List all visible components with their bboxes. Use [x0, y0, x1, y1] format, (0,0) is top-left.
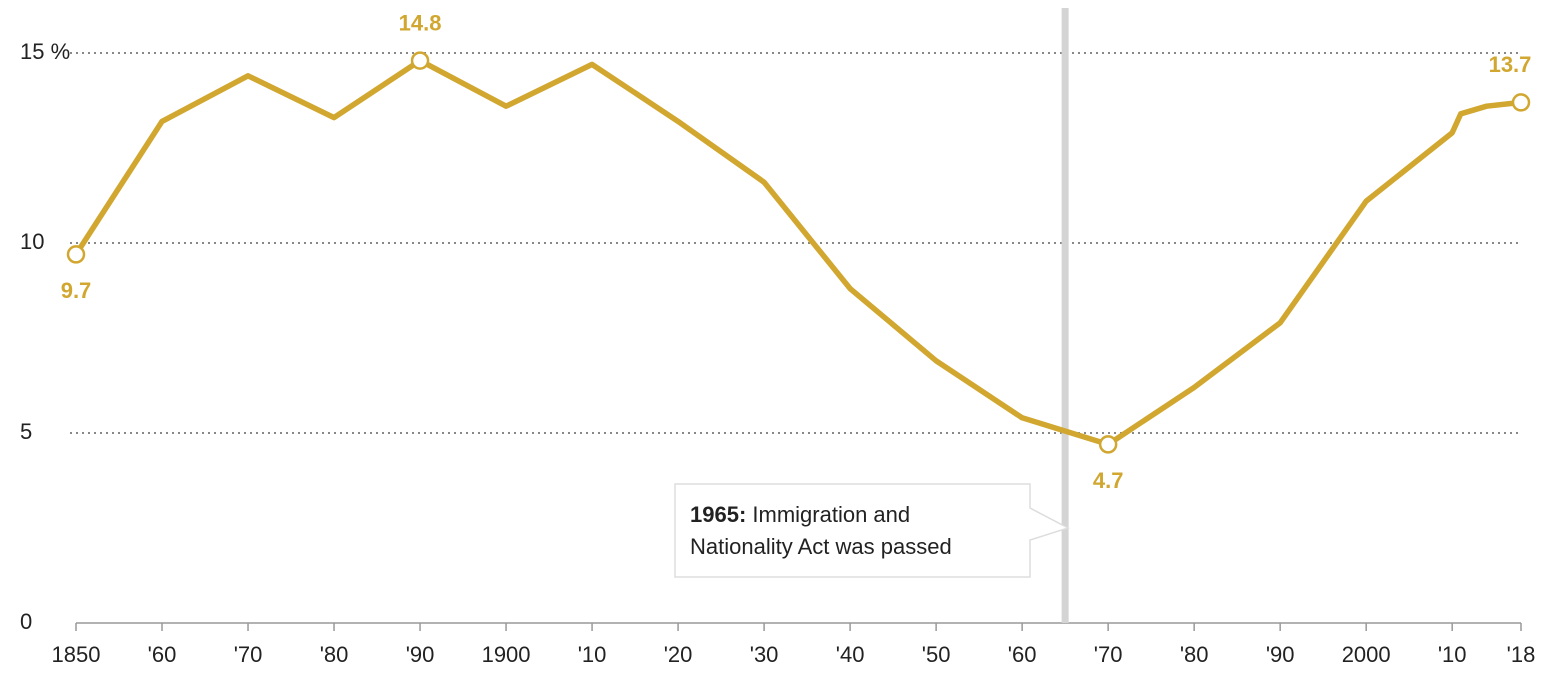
y-tick-label: 10 [20, 229, 44, 254]
data-label: 13.7 [1489, 52, 1532, 77]
point-marker [410, 51, 430, 70]
point-marker [1098, 435, 1118, 454]
x-tick-label: 1900 [482, 642, 531, 667]
y-tick-label: 0 [20, 609, 32, 634]
x-tick-label: '40 [836, 642, 865, 667]
series-line [73, 57, 1522, 448]
x-tick-label: '10 [578, 642, 607, 667]
y-tick-label: 15 % [20, 39, 70, 64]
x-tick-label: '80 [320, 642, 349, 667]
x-tick-label: '50 [922, 642, 951, 667]
x-tick-label: '90 [1266, 642, 1295, 667]
point-marker [66, 245, 86, 264]
annotation-text: 1965: Immigration and [690, 502, 910, 527]
x-tick-label: '90 [406, 642, 435, 667]
data-label: 14.8 [399, 10, 442, 35]
x-tick-label: 1850 [52, 642, 101, 667]
x-tick-label: '60 [1008, 642, 1037, 667]
x-tick-label: '80 [1180, 642, 1209, 667]
annotation-box [674, 483, 1070, 578]
data-label: 4.7 [1093, 468, 1124, 493]
x-tick-label: '20 [664, 642, 693, 667]
point-marker [1511, 93, 1531, 112]
x-tick-label: '30 [750, 642, 779, 667]
x-tick-label: 2000 [1342, 642, 1391, 667]
x-tick-label: '10 [1438, 642, 1467, 667]
annotation-bold: 1965: [690, 502, 746, 527]
annotation-line [1061, 8, 1069, 623]
y-tick-label: 5 [20, 419, 32, 444]
annotation-line-1: Immigration and [746, 502, 910, 527]
data-label: 9.7 [61, 278, 92, 303]
x-tick-label: '60 [148, 642, 177, 667]
annotation-text: Nationality Act was passed [690, 534, 952, 559]
x-tick-label: '70 [1094, 642, 1123, 667]
x-tick-label: '70 [234, 642, 263, 667]
x-tick-label: '18 [1507, 642, 1536, 667]
